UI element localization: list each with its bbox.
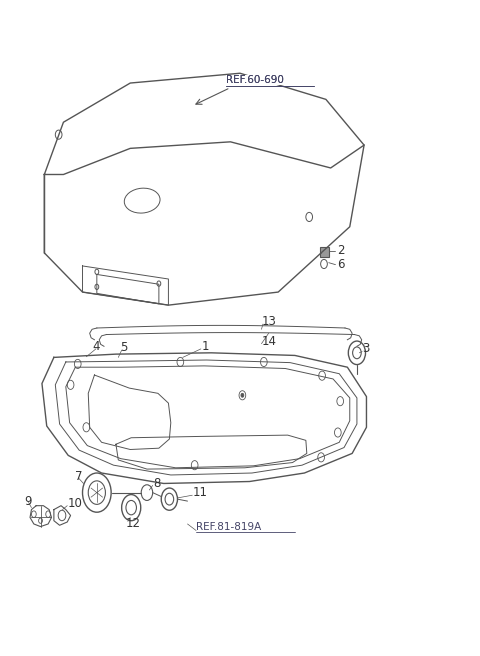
Text: REF.60-690: REF.60-690 (226, 75, 284, 85)
Text: 4: 4 (92, 340, 99, 353)
Text: 5: 5 (120, 341, 127, 354)
Text: REF.81-819A: REF.81-819A (196, 522, 261, 532)
Text: 6: 6 (337, 258, 344, 271)
Text: 14: 14 (262, 335, 276, 348)
Text: REF.60-690: REF.60-690 (226, 75, 284, 85)
FancyBboxPatch shape (320, 247, 329, 256)
Circle shape (241, 394, 244, 398)
Text: 8: 8 (153, 477, 160, 490)
Text: 10: 10 (67, 497, 82, 510)
Text: 3: 3 (363, 342, 370, 356)
Text: 2: 2 (337, 244, 344, 256)
Text: 13: 13 (262, 315, 276, 328)
Text: 9: 9 (24, 495, 32, 508)
Text: 11: 11 (192, 486, 207, 499)
Text: 1: 1 (202, 340, 209, 353)
Text: 7: 7 (75, 470, 83, 483)
Text: 12: 12 (125, 518, 141, 531)
